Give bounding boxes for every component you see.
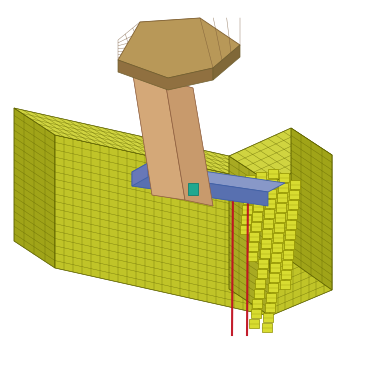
Bar xyxy=(255,279,265,288)
Polygon shape xyxy=(133,75,185,200)
Bar xyxy=(263,219,273,228)
Polygon shape xyxy=(132,163,285,192)
Polygon shape xyxy=(14,108,55,268)
Bar xyxy=(276,203,286,212)
Bar xyxy=(284,240,294,249)
Bar xyxy=(277,193,287,202)
Bar xyxy=(254,192,264,201)
Polygon shape xyxy=(118,18,240,78)
Polygon shape xyxy=(118,60,213,90)
Bar xyxy=(240,225,250,234)
Bar xyxy=(286,220,296,229)
Bar xyxy=(271,253,281,262)
Bar xyxy=(241,215,251,224)
Bar xyxy=(248,242,258,251)
Bar xyxy=(289,190,299,199)
Polygon shape xyxy=(270,155,332,316)
Bar xyxy=(268,169,278,178)
Bar xyxy=(270,263,280,272)
Bar xyxy=(285,230,295,239)
Bar xyxy=(188,183,198,195)
Bar xyxy=(288,200,298,209)
Bar xyxy=(243,195,253,204)
Polygon shape xyxy=(229,156,270,316)
Bar xyxy=(265,199,275,208)
Bar xyxy=(275,213,285,222)
Polygon shape xyxy=(132,163,148,186)
Bar xyxy=(278,183,288,192)
Bar xyxy=(242,205,252,214)
Polygon shape xyxy=(229,128,332,183)
Bar xyxy=(258,259,268,268)
Bar xyxy=(274,223,284,232)
Bar xyxy=(260,249,270,258)
Bar xyxy=(290,180,300,189)
Bar xyxy=(252,212,262,221)
Polygon shape xyxy=(14,108,270,183)
Bar xyxy=(268,283,278,292)
Bar xyxy=(262,229,272,238)
Bar xyxy=(265,303,275,312)
Bar xyxy=(255,182,265,191)
Bar xyxy=(282,260,292,269)
Bar xyxy=(283,250,293,259)
Bar xyxy=(267,179,277,188)
Bar xyxy=(264,209,274,218)
Bar xyxy=(262,323,272,332)
Bar xyxy=(253,202,263,211)
Bar xyxy=(261,239,271,248)
Bar xyxy=(263,313,273,322)
Bar xyxy=(257,269,267,278)
Bar xyxy=(249,232,259,241)
Polygon shape xyxy=(132,172,268,206)
Bar xyxy=(273,233,283,242)
Polygon shape xyxy=(291,128,332,290)
Bar xyxy=(269,273,279,282)
Bar xyxy=(280,280,290,289)
Bar xyxy=(244,185,254,194)
Bar xyxy=(266,293,276,302)
Polygon shape xyxy=(213,45,240,80)
Bar xyxy=(247,252,257,261)
Bar xyxy=(256,172,266,181)
Bar xyxy=(281,270,291,279)
Bar xyxy=(287,210,297,219)
Bar xyxy=(251,222,261,231)
Bar xyxy=(279,173,289,182)
Bar xyxy=(251,309,261,318)
Bar xyxy=(252,299,262,308)
Bar xyxy=(266,189,276,198)
Polygon shape xyxy=(165,80,213,206)
Bar xyxy=(245,175,255,184)
Bar xyxy=(254,289,264,298)
Polygon shape xyxy=(55,135,270,316)
Bar xyxy=(249,319,259,328)
Bar xyxy=(272,243,282,252)
